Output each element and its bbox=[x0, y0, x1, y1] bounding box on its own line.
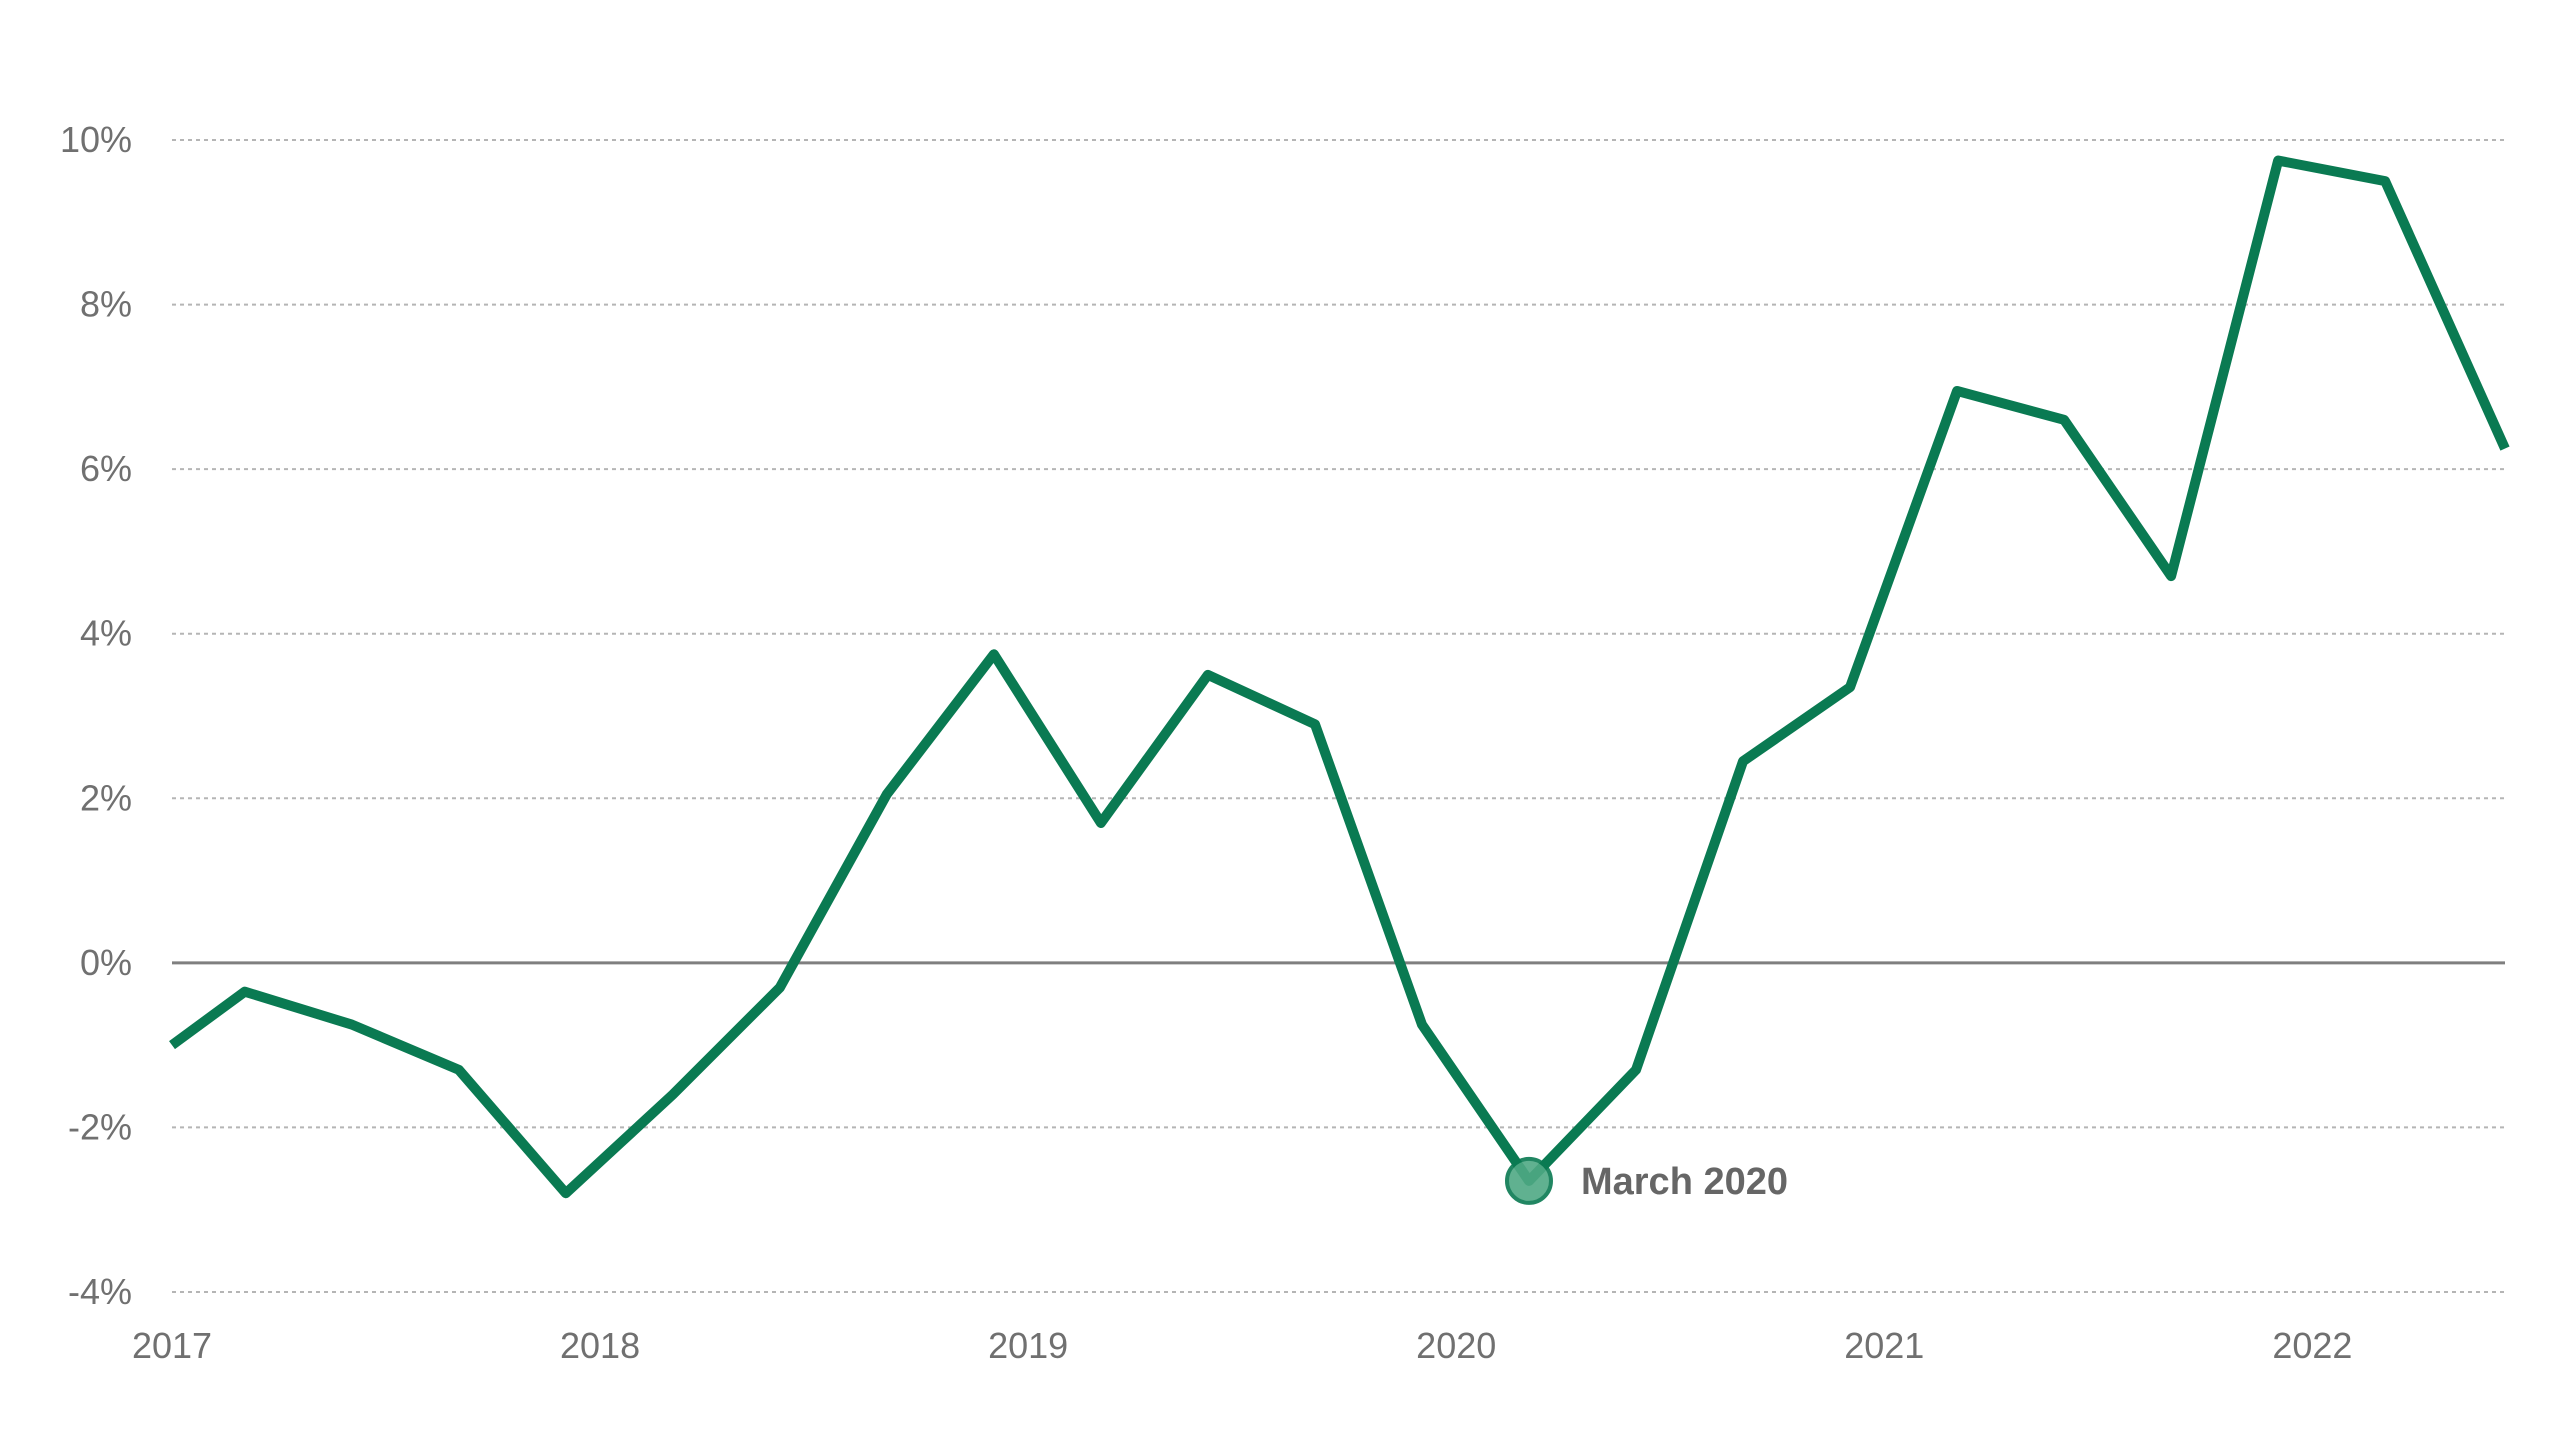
series-line bbox=[169, 155, 2510, 1199]
annotation-layer: March 2020 bbox=[1504, 1156, 1788, 1205]
x-tick-label: 2018 bbox=[560, 1325, 640, 1366]
y-tick-label: 10% bbox=[60, 119, 132, 160]
y-tick-label: -2% bbox=[68, 1106, 132, 1147]
x-tick-label: 2021 bbox=[1844, 1325, 1924, 1366]
y-tick-label: 6% bbox=[80, 448, 132, 489]
annotation-label: March 2020 bbox=[1581, 1161, 1788, 1203]
x-tick-label: 2017 bbox=[132, 1325, 212, 1366]
grid-layer bbox=[172, 139, 2505, 1293]
series-layer bbox=[169, 155, 2510, 1199]
y-tick-label: 2% bbox=[80, 777, 132, 818]
y-tick-label: 0% bbox=[80, 942, 132, 983]
annotation-marker bbox=[1504, 1156, 1553, 1205]
y-tick-label: -4% bbox=[68, 1271, 132, 1312]
x-tick-label: 2019 bbox=[988, 1325, 1068, 1366]
y-tick-label: 8% bbox=[80, 284, 132, 325]
axis-layer: -4% -2% 0% 2% 4% 6% 8% 10% 2017 2018 2019 2020 2021 2… bbox=[60, 119, 2352, 1366]
x-tick-label: 2022 bbox=[2272, 1325, 2352, 1366]
x-tick-label: 2020 bbox=[1416, 1325, 1496, 1366]
y-tick-label: 4% bbox=[80, 613, 132, 654]
